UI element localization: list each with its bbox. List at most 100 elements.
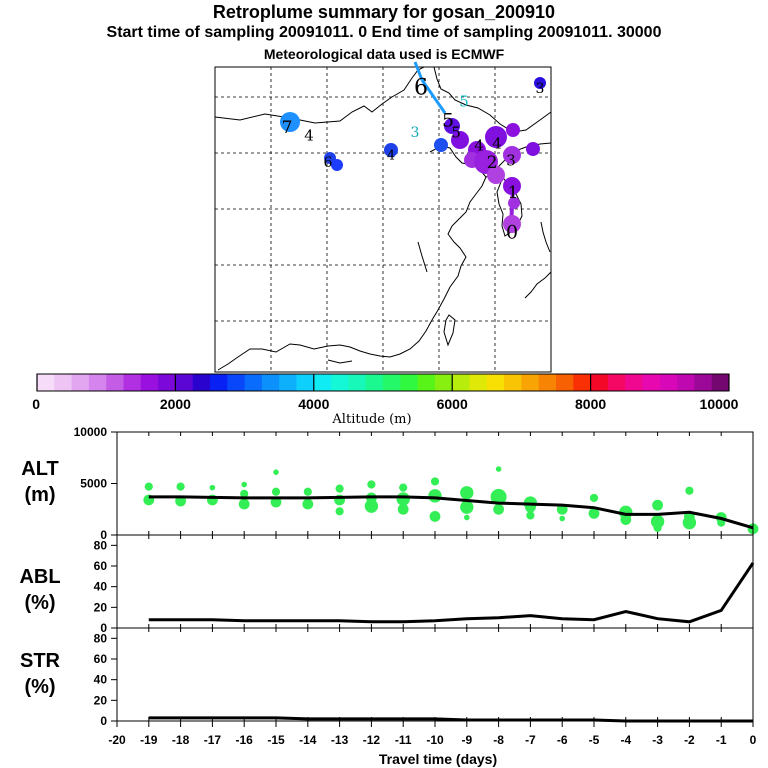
plume-label: 3 xyxy=(536,81,545,97)
str-label: STR xyxy=(20,650,61,672)
plume-label: 1 xyxy=(508,183,519,203)
str-unit: (%) xyxy=(24,676,55,698)
colorbar-label: 10000 xyxy=(700,396,739,412)
y-tick-label: 0 xyxy=(100,528,107,542)
colorbar-cell xyxy=(348,374,367,391)
plume-marker xyxy=(534,77,546,89)
plume-label: 7 xyxy=(282,118,293,138)
colorbar-cell xyxy=(607,374,626,391)
colorbar-cell xyxy=(140,374,159,391)
plume-cluster xyxy=(280,77,546,233)
colorbar-cell xyxy=(54,374,73,391)
abl-panel: ABL (%) 80 60 40 20 0 xyxy=(19,534,755,635)
colorbar-cell xyxy=(313,374,332,391)
colorbar-cell xyxy=(296,374,315,391)
abl-yaxis: 80 60 40 20 0 xyxy=(94,535,754,635)
alt-point xyxy=(302,498,314,510)
alt-point xyxy=(653,523,662,532)
y-tick-label: 5000 xyxy=(80,477,107,491)
alt-point xyxy=(303,487,312,496)
colorbar-label: 2000 xyxy=(160,396,191,412)
plume-label: 3 xyxy=(411,125,420,141)
alt-yaxis: 10000 5000 0 xyxy=(74,425,754,542)
plume-marker xyxy=(384,143,398,157)
y-tick-label: 20 xyxy=(94,693,108,707)
colorbar-cell xyxy=(556,374,574,391)
alt-point xyxy=(620,514,632,525)
colorbar-cell xyxy=(400,374,419,391)
plume-marker xyxy=(503,146,521,164)
x-axis-title: Travel time (days) xyxy=(379,751,497,767)
y-tick-label: 20 xyxy=(94,600,108,614)
str-yaxis: 80 60 40 20 0 xyxy=(94,628,754,728)
colorbar: 0 2000 4000 6000 8000 10000 Altitude (m) xyxy=(32,373,739,427)
alt-point xyxy=(240,489,249,498)
plume-label: 5 xyxy=(451,123,461,141)
colorbar-cells xyxy=(37,374,730,391)
colorbar-label: 8000 xyxy=(575,396,606,412)
alt-point xyxy=(396,492,410,506)
alt-point xyxy=(335,507,344,516)
colorbar-cell xyxy=(504,374,522,391)
alt-point xyxy=(464,514,470,521)
colorbar-cell xyxy=(106,374,124,391)
colorbar-cell xyxy=(434,374,453,391)
chart-title: Retroplume summary for gosan_200910 xyxy=(212,2,556,22)
alt-point xyxy=(588,507,600,519)
colorbar-cell xyxy=(538,374,557,391)
str-panel: STR (%) 80 60 40 20 0 xyxy=(20,627,754,728)
colorbar-cell xyxy=(711,374,730,391)
plume-label: 5 xyxy=(442,110,454,132)
plume-label: 3 xyxy=(506,151,516,169)
colorbar-label: 6000 xyxy=(437,396,468,412)
colorbar-cell xyxy=(417,374,436,391)
colorbar-cell xyxy=(642,374,661,391)
colorbar-cell xyxy=(279,374,297,391)
x-tick-label: -18 xyxy=(172,733,190,747)
alt-point xyxy=(460,486,474,500)
alt-point xyxy=(682,515,697,530)
colorbar-cell xyxy=(694,374,713,391)
y-tick-label: 40 xyxy=(94,580,108,594)
plume-marker xyxy=(506,123,520,137)
plume-marker xyxy=(526,142,540,156)
alt-point xyxy=(144,482,153,491)
plume-marker xyxy=(451,131,469,149)
x-tick-label: -19 xyxy=(140,733,158,747)
alt-point xyxy=(241,481,247,488)
alt-point xyxy=(335,484,344,493)
x-tick-label: -6 xyxy=(557,733,568,747)
str-frame xyxy=(116,627,754,722)
colorbar-cell xyxy=(573,374,592,391)
alt-point xyxy=(650,514,665,529)
colorbar-cell xyxy=(331,374,349,391)
x-tick-label: -3 xyxy=(652,733,663,747)
y-tick-label: 0 xyxy=(100,621,107,635)
x-tick-label: -9 xyxy=(461,733,472,747)
plume-marker xyxy=(444,118,460,134)
colorbar-cell xyxy=(365,374,384,391)
alt-point xyxy=(273,469,279,475)
plume-label: 2 xyxy=(487,153,498,173)
x-tick-label: -8 xyxy=(493,733,504,747)
plume-label: 4 xyxy=(387,149,395,164)
plume-label: 4 xyxy=(304,126,314,144)
alt-point xyxy=(495,466,502,472)
x-tick-label: -13 xyxy=(331,733,349,747)
x-tick-label: -7 xyxy=(525,733,536,747)
colorbar-cell xyxy=(175,374,194,391)
x-tick-label: -2 xyxy=(684,733,695,747)
alt-point xyxy=(176,482,185,491)
x-tick-label: -11 xyxy=(395,733,412,747)
alt-panel: ALT (m) 10000 5000 0 xyxy=(21,425,759,542)
colorbar-cell xyxy=(71,374,90,391)
alt-point xyxy=(271,487,281,496)
y-tick-label: 60 xyxy=(94,652,108,666)
alt-point xyxy=(559,515,565,522)
colorbar-cell xyxy=(192,374,211,391)
x-tick-label: -4 xyxy=(620,733,631,747)
alt-point xyxy=(399,483,408,492)
